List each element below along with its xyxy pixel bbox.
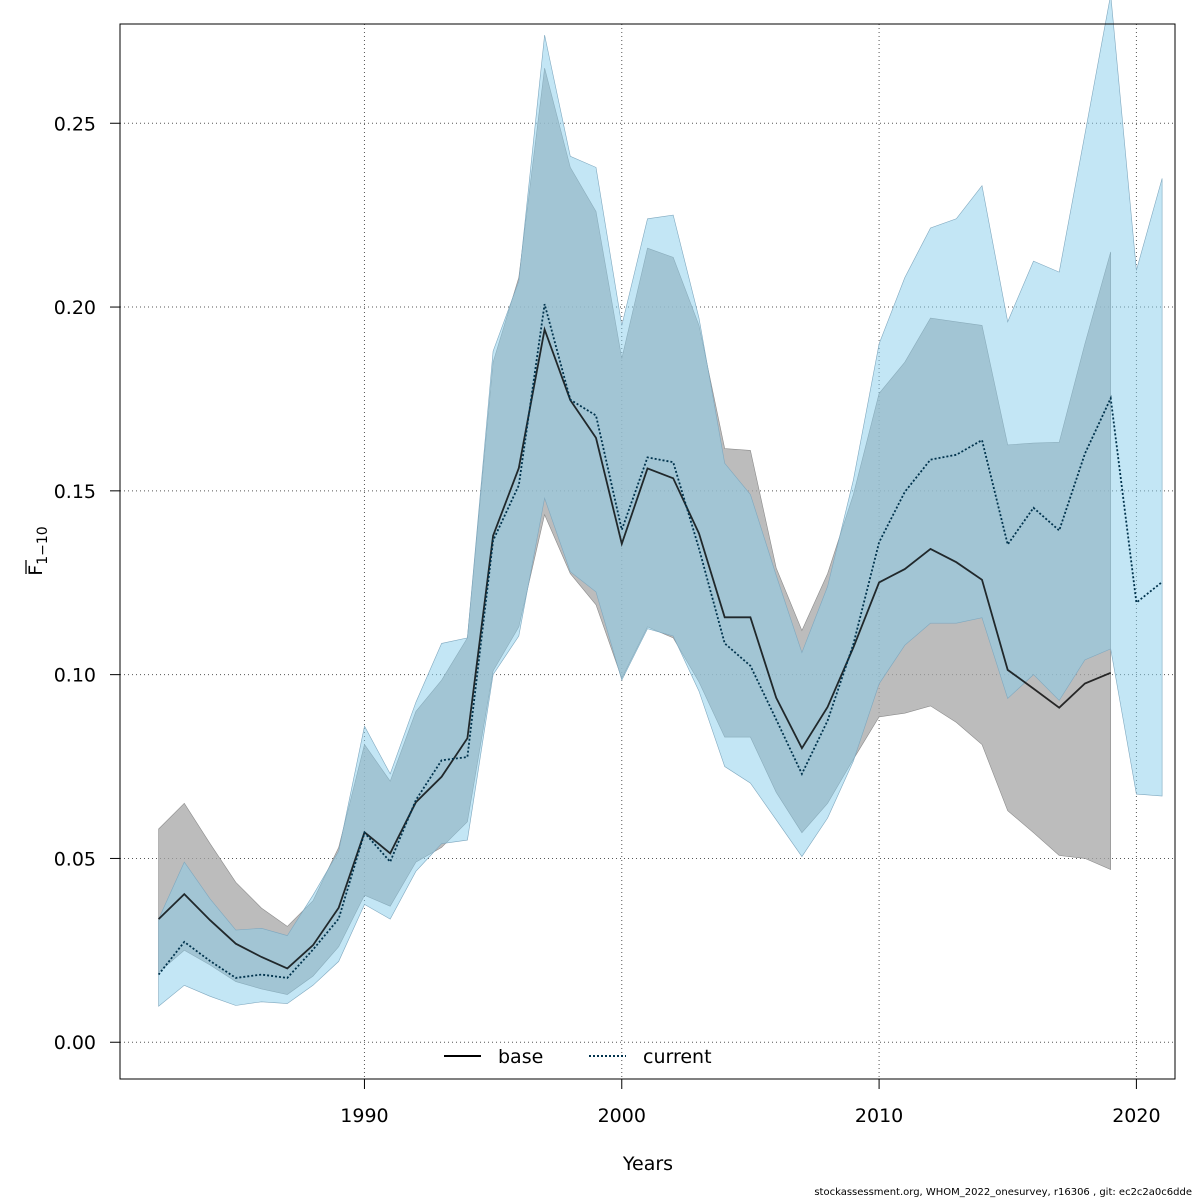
legend-base-label: base	[498, 1046, 543, 1068]
x-tick-label-1990: 1990	[340, 1105, 388, 1127]
y-axis-title-main: F	[25, 565, 47, 576]
x-axis-title: Years	[622, 1153, 673, 1175]
x-tick-label-2010: 2010	[855, 1105, 903, 1127]
legend: base current	[444, 1046, 712, 1068]
y-tick-label-5: 0.25	[54, 113, 96, 135]
footer-credit: stockassessment.org, WHOM_2022_onesurvey…	[814, 1187, 1192, 1198]
legend-current-label: current	[643, 1046, 712, 1068]
line-base	[157, 326, 1112, 970]
y-tick-label-4: 0.20	[54, 297, 96, 319]
y-axis-title-sub: 1−10	[35, 526, 51, 564]
y-tick-label-2: 0.10	[54, 665, 96, 687]
plot-frame	[119, 23, 1176, 1080]
axes: 1990 2000 2010 2020 0.00 0.05 0.10 0.15 0.20 0.25	[54, 113, 1161, 1127]
confidence-bands	[158, 0, 1163, 1007]
svg-text:F1−10: F1−10	[25, 526, 51, 575]
y-tick-label-1: 0.05	[54, 848, 96, 870]
x-tick-label-2020: 2020	[1112, 1105, 1160, 1127]
y-axis-title: F1−10	[25, 526, 51, 575]
x-tick-label-2000: 2000	[598, 1105, 646, 1127]
line-current	[157, 303, 1163, 979]
y-tick-label-0: 0.00	[54, 1032, 96, 1054]
band-current	[158, 0, 1163, 1007]
y-tick-label-3: 0.15	[54, 481, 96, 503]
series-lines	[157, 303, 1163, 979]
